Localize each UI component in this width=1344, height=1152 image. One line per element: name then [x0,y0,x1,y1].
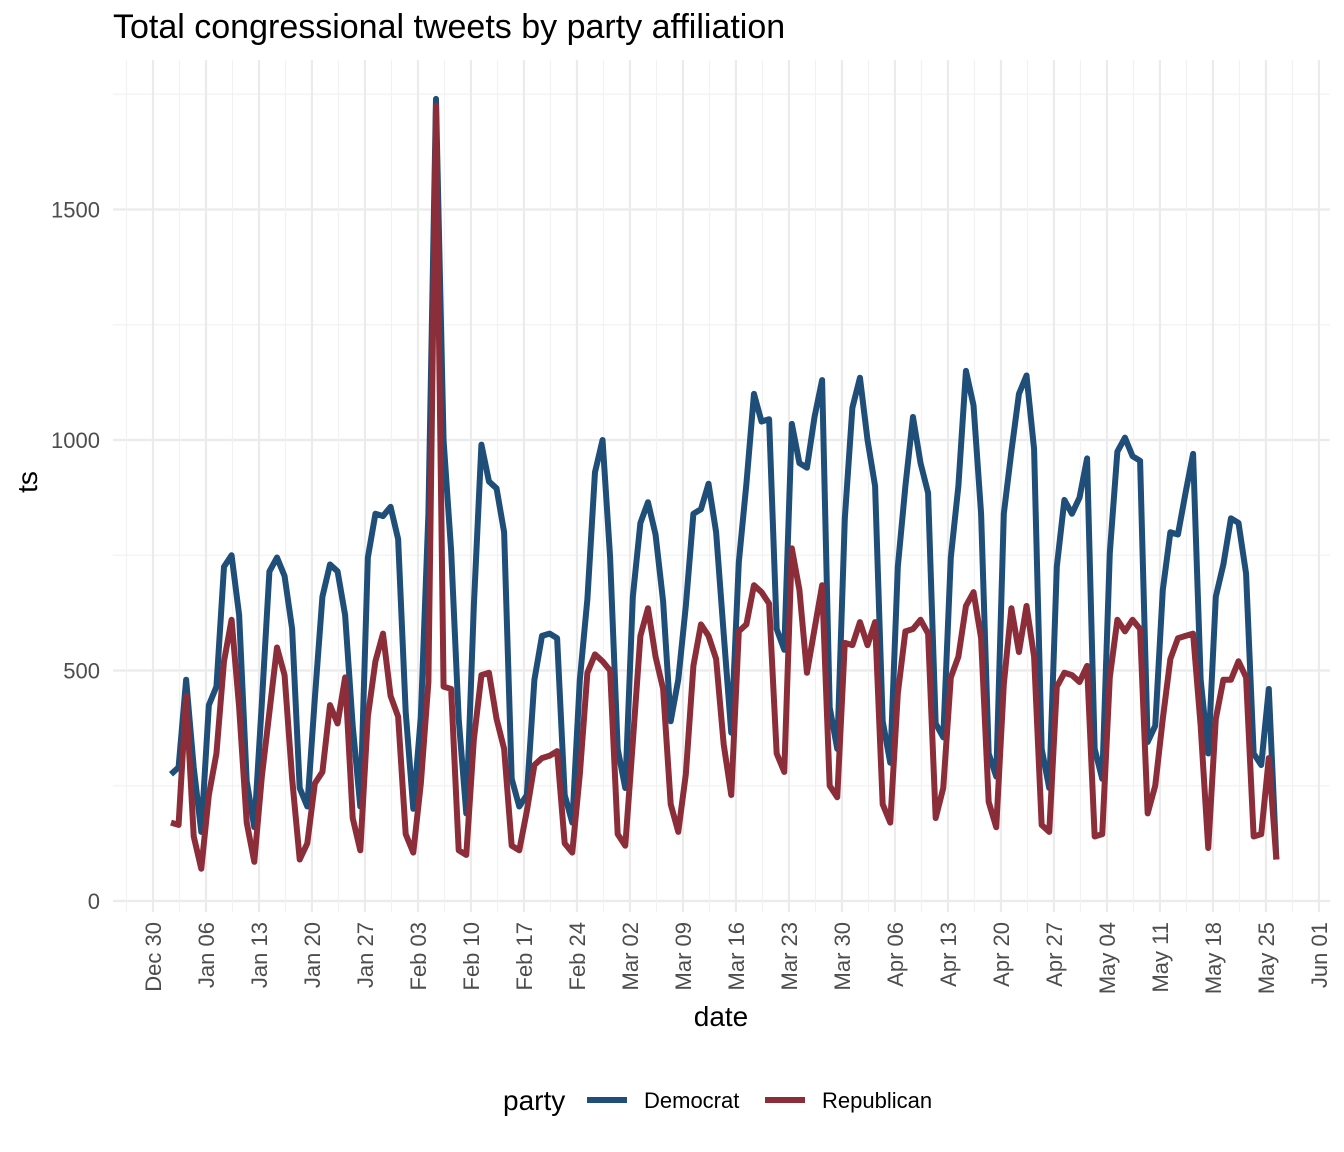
x-tick-label: Mar 23 [777,922,802,990]
x-tick-label: Feb 10 [459,922,484,991]
x-tick-label: May 11 [1148,922,1173,993]
x-tick-label: Apr 13 [936,922,961,987]
legend-label-republican: Republican [822,1088,932,1113]
chart-title: Total congressional tweets by party affi… [113,8,785,46]
x-tick-label: Jan 13 [247,922,272,988]
legend-title: party [503,1085,565,1116]
x-tick-label: Jan 20 [300,922,325,988]
y-tick-label: 0 [88,889,100,914]
x-axis-title: date [694,1001,749,1032]
x-tick-label: Apr 27 [1042,922,1067,987]
y-axis-title: ts [12,471,43,493]
x-tick-label: Mar 16 [724,922,749,990]
legend-label-democrat: Democrat [644,1088,739,1113]
x-tick-label: Apr 20 [989,922,1014,987]
series-layer [168,95,1280,872]
x-tick-label: Feb 24 [565,922,590,991]
legend: party Democrat Republican [503,1085,932,1116]
series-line-republican [170,102,1280,872]
x-tick-label: Feb 17 [512,922,537,991]
x-tick-label: Mar 09 [671,922,696,990]
x-tick-label: Jan 06 [194,922,219,988]
x-tick-label: May 25 [1254,922,1279,994]
x-tick-label: Mar 02 [618,922,643,990]
x-axis-ticks: Dec 30 Jan 06 Jan 13 Jan 20 Jan 27 Feb 03 Feb … [141,922,1332,994]
x-tick-label: May 04 [1095,922,1120,994]
x-tick-label: Dec 30 [141,922,166,992]
x-tick-label: Jun 01 [1307,922,1332,988]
x-tick-label: Mar 30 [830,922,855,990]
x-tick-label: Jan 27 [353,922,378,988]
y-tick-label: 1000 [51,428,100,453]
y-tick-label: 500 [63,659,100,684]
y-axis-ticks: 0 500 1000 1500 [51,198,100,915]
y-tick-label: 1500 [51,198,100,223]
x-tick-label: May 18 [1201,922,1226,994]
x-tick-label: Apr 06 [883,922,908,987]
x-tick-label: Feb 03 [406,922,431,991]
series-line-democrat [168,95,1280,860]
